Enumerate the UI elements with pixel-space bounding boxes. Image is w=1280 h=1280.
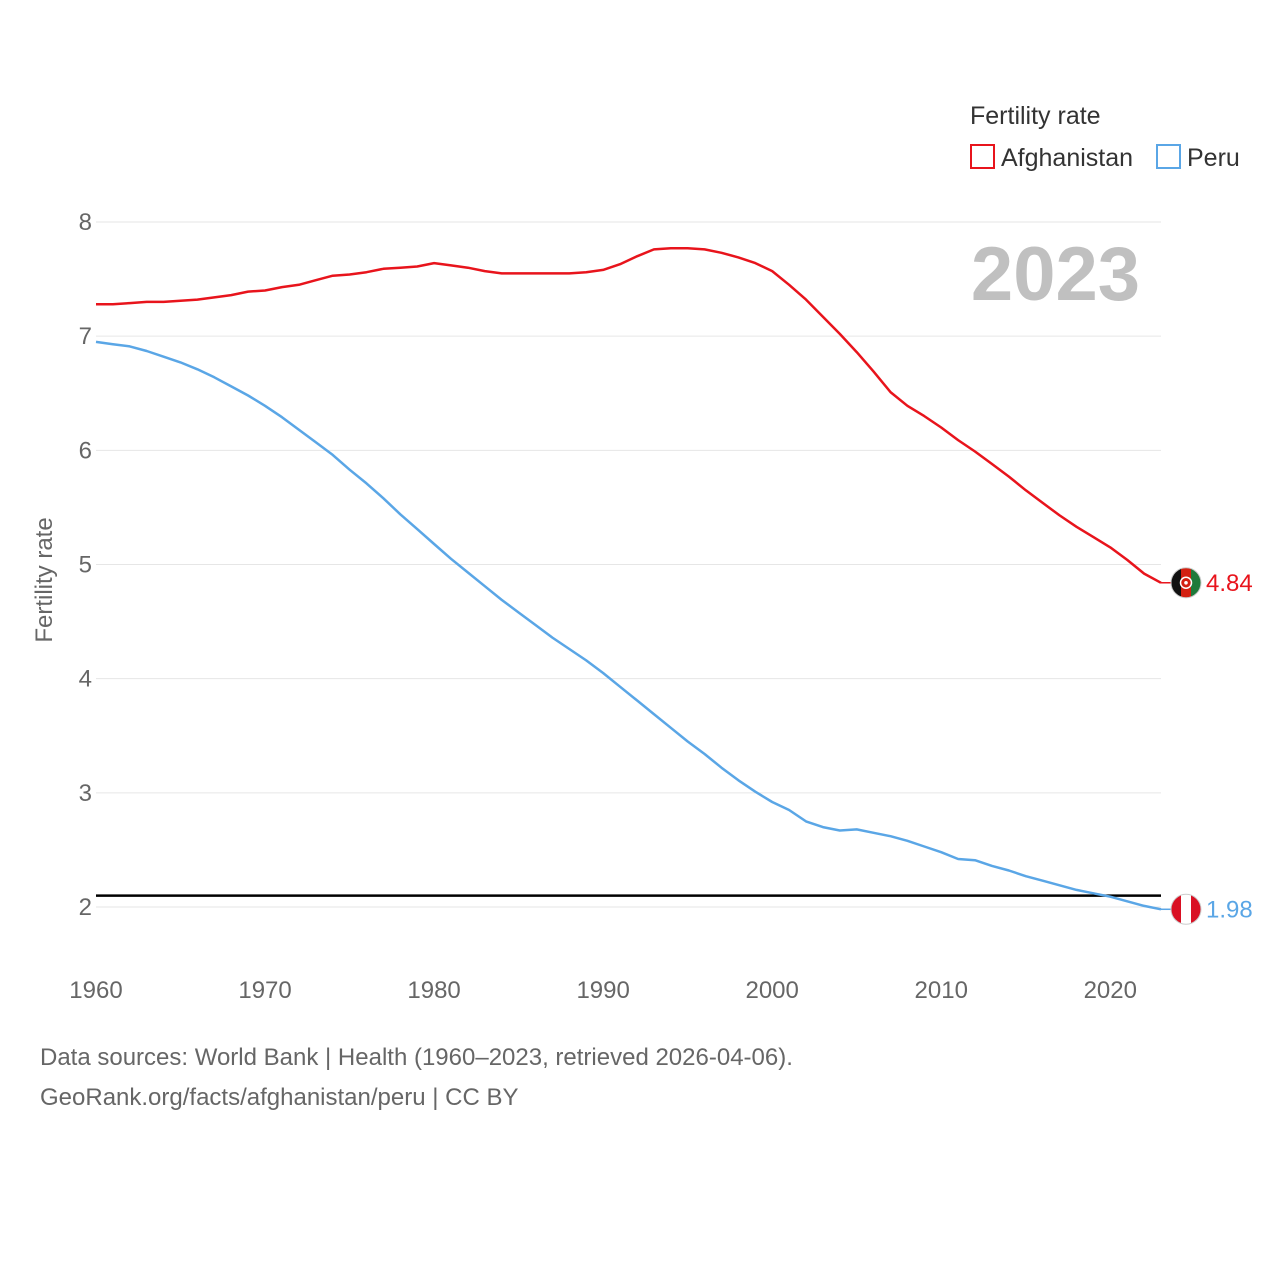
x-axis-ticks: 1960 1970 1980 1990 2000 2010 2020 (69, 977, 1137, 1004)
x-tick-label-2000: 2000 (745, 977, 798, 1004)
series-line-afghanistan (96, 247, 1162, 584)
legend-label-afghanistan[interactable]: Afghanistan (1001, 144, 1133, 172)
end-value-label-afghanistan: 4.84 (1206, 570, 1253, 597)
end-connectors (1161, 582, 1172, 911)
y-tick-label-3: 3 (79, 780, 92, 807)
legend: Fertility rate Afghanistan Peru (970, 102, 1240, 172)
legend-title: Fertility rate (970, 102, 1101, 130)
legend-swatch-peru[interactable] (1156, 144, 1181, 169)
end-value-label-peru: 1.98 (1206, 896, 1253, 923)
x-tick-label-2010: 2010 (915, 977, 968, 1004)
y-tick-label-4: 4 (79, 666, 92, 693)
x-tick-label-1960: 1960 (69, 977, 122, 1004)
y-tick-label-7: 7 (79, 323, 92, 350)
y-tick-label-2: 2 (79, 894, 92, 921)
afghanistan-flag-icon (1170, 567, 1202, 599)
attribution-link[interactable]: GeoRank.org/facts/afghanistan/peru | CC … (40, 1084, 519, 1111)
x-tick-label-1980: 1980 (407, 977, 460, 1004)
y-tick-label-5: 5 (79, 552, 92, 579)
grid-lines (96, 221, 1161, 908)
peru-flag-icon (1170, 893, 1202, 925)
y-tick-label-8: 8 (79, 209, 92, 236)
x-tick-label-1970: 1970 (238, 977, 291, 1004)
legend-swatch-afghanistan[interactable] (970, 144, 995, 169)
data-source-note: Data sources: World Bank | Health (1960–… (40, 1044, 793, 1071)
year-display: 2023 (971, 232, 1140, 317)
y-tick-label-6: 6 (79, 437, 92, 464)
y-axis-ticks: 2 3 4 5 6 7 8 (79, 209, 92, 921)
legend-label-peru[interactable]: Peru (1187, 144, 1240, 172)
series-line-peru (95, 340, 1162, 911)
y-axis-title: Fertility rate (31, 517, 58, 642)
x-tick-label-2020: 2020 (1084, 977, 1137, 1004)
x-tick-label-1990: 1990 (576, 977, 629, 1004)
